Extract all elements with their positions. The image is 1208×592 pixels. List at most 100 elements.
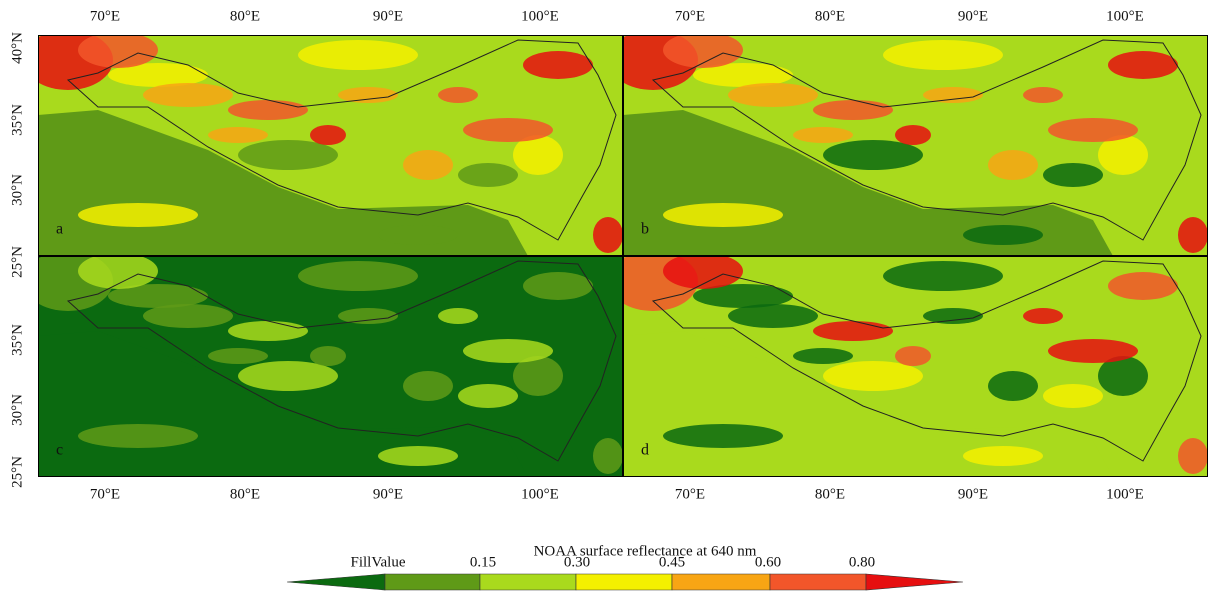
colorbar-label: 0.80 [849, 554, 875, 570]
high-reflectance-patch [1023, 308, 1063, 324]
top-lon-label: 70°E [90, 8, 120, 24]
reflectance-patch [963, 446, 1043, 466]
high-reflectance-patch [1108, 51, 1178, 79]
high-reflectance-patch [228, 321, 308, 341]
high-reflectance-patch [438, 87, 478, 103]
bottom-lon-label: 100°E [1106, 486, 1144, 502]
high-reflectance-patch [208, 348, 268, 364]
reflectance-patch [78, 203, 198, 227]
colorbar-label: 0.60 [755, 554, 781, 570]
bottom-lon-label: 70°E [90, 486, 120, 502]
colorbar: FillValue 0.15 0.30 0.45 0.60 0.80 [287, 554, 963, 590]
high-reflectance-patch [1048, 339, 1138, 363]
high-reflectance-patch [793, 127, 853, 143]
high-reflectance-patch [1023, 87, 1063, 103]
high-reflectance-patch [813, 321, 893, 341]
map-panel: c [23, 251, 623, 477]
reflectance-patch [378, 225, 458, 245]
high-reflectance-patch [438, 308, 478, 324]
bottom-lon-label: 90°E [373, 486, 403, 502]
top-lon-label: 80°E [230, 8, 260, 24]
colorbar-segment [385, 574, 480, 590]
top-lon-label: 90°E [373, 8, 403, 24]
panel-letter: a [56, 221, 63, 238]
colorbar-label: 0.30 [564, 554, 590, 570]
bottom-lon-label: 90°E [958, 486, 988, 502]
high-reflectance-patch [143, 304, 233, 328]
colorbar-segment [866, 574, 963, 590]
colorbar-label: 0.45 [659, 554, 685, 570]
high-reflectance-patch [988, 371, 1038, 401]
reflectance-patch [1043, 163, 1103, 187]
lat-label: 35°N [9, 324, 25, 356]
reflectance-patch [458, 384, 518, 408]
map-panel: d [608, 251, 1208, 477]
reflectance-patch [458, 163, 518, 187]
high-reflectance-patch [523, 272, 593, 300]
reflectance-patch [883, 261, 1003, 291]
high-reflectance-patch [228, 100, 308, 120]
high-reflectance-patch [728, 304, 818, 328]
map-panel: b [608, 30, 1208, 256]
high-reflectance-patch [338, 87, 398, 103]
high-reflectance-patch [813, 100, 893, 120]
map-panel: a [23, 30, 623, 256]
map-figure: abcd NOAA surface reflectance at 640 nm … [0, 0, 1208, 592]
lat-label: 40°N [9, 32, 25, 64]
colorbar-segment [576, 574, 672, 590]
lat-label: 30°N [9, 394, 25, 426]
high-reflectance-patch [403, 371, 453, 401]
panel-letter: b [641, 221, 649, 238]
high-reflectance-patch [593, 217, 623, 253]
reflectance-patch [963, 225, 1043, 245]
top-lon-label: 70°E [675, 8, 705, 24]
high-reflectance-patch [793, 348, 853, 364]
lat-label: 30°N [9, 174, 25, 206]
high-reflectance-patch [1178, 217, 1208, 253]
high-reflectance-patch [895, 125, 931, 145]
top-lon-label: 80°E [815, 8, 845, 24]
lat-label: 25°N [9, 456, 25, 488]
reflectance-patch [378, 446, 458, 466]
high-reflectance-patch [1108, 272, 1178, 300]
colorbar-segment [672, 574, 770, 590]
top-lon-label: 100°E [1106, 8, 1144, 24]
high-reflectance-patch [310, 346, 346, 366]
high-reflectance-patch [338, 308, 398, 324]
panel-letter: d [641, 442, 649, 459]
high-reflectance-patch [923, 308, 983, 324]
reflectance-patch [78, 424, 198, 448]
high-reflectance-patch [923, 87, 983, 103]
bottom-lon-label: 80°E [815, 486, 845, 502]
high-reflectance-patch [1178, 438, 1208, 474]
top-lon-label: 100°E [521, 8, 559, 24]
high-reflectance-patch [403, 150, 453, 180]
colorbar-segment [287, 574, 385, 590]
high-reflectance-patch [523, 51, 593, 79]
colorbar-label: 0.15 [470, 554, 496, 570]
panel-letter: c [56, 442, 63, 459]
high-reflectance-patch [463, 118, 553, 142]
bottom-lon-label: 100°E [521, 486, 559, 502]
lat-label: 25°N [9, 246, 25, 278]
top-lon-label: 90°E [958, 8, 988, 24]
map-panels: a b c d [23, 30, 1208, 477]
high-reflectance-patch [988, 150, 1038, 180]
reflectance-patch [883, 40, 1003, 70]
bottom-lon-label: 80°E [230, 486, 260, 502]
high-reflectance-patch [1048, 118, 1138, 142]
high-reflectance-patch [728, 83, 818, 107]
reflectance-patch [663, 203, 783, 227]
colorbar-label: FillValue [351, 554, 406, 570]
high-reflectance-patch [208, 127, 268, 143]
bottom-lon-label: 70°E [675, 486, 705, 502]
high-reflectance-patch [463, 339, 553, 363]
lat-label: 35°N [9, 104, 25, 136]
reflectance-patch [1043, 384, 1103, 408]
high-reflectance-patch [143, 83, 233, 107]
reflectance-patch [298, 261, 418, 291]
reflectance-patch [298, 40, 418, 70]
reflectance-patch [663, 424, 783, 448]
high-reflectance-patch [593, 438, 623, 474]
colorbar-segment [770, 574, 866, 590]
